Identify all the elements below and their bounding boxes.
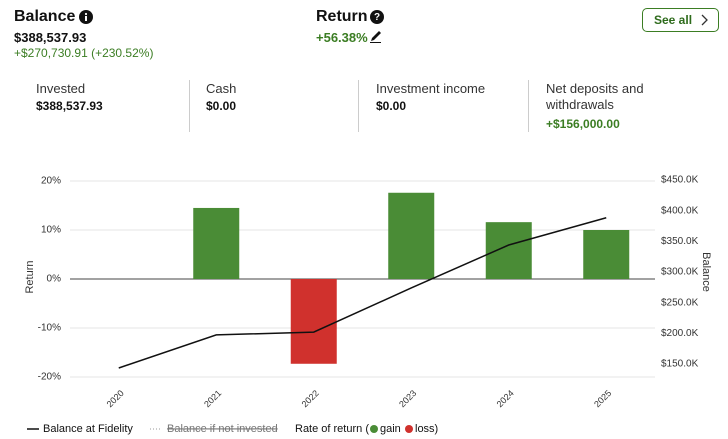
y2-axis-title: Balance [700, 252, 712, 292]
edit-icon[interactable] [369, 29, 383, 43]
bar [485, 222, 532, 279]
y2-tick-label: $400.0K [661, 205, 699, 216]
return-value: +56.38% [316, 30, 368, 45]
y-tick-label: -20% [38, 372, 61, 383]
stat-value: +$156,000.00 [546, 117, 620, 131]
x-tick-label: 2020 [105, 388, 126, 409]
stat-value: $0.00 [206, 99, 237, 113]
see-all-button[interactable]: See all [642, 8, 719, 32]
stat-label: Net deposits and withdrawals [546, 81, 644, 112]
legend-label: Rate of return ( [295, 423, 369, 435]
legend-loss-dot [405, 425, 413, 433]
bar [193, 207, 240, 279]
y-tick-label: -10% [38, 323, 61, 334]
y2-tick-label: $350.0K [661, 236, 699, 247]
divider [358, 80, 359, 132]
divider [528, 80, 529, 132]
chevron-icon[interactable] [699, 14, 709, 26]
legend-gain-dot [370, 425, 378, 433]
balance-line [118, 216, 607, 369]
stat-value: $0.00 [376, 99, 407, 113]
y-axis-title: Return [24, 260, 36, 293]
see-all-label[interactable]: See all [654, 13, 693, 27]
balance-title: Balance [14, 8, 76, 25]
x-tick-label: 2024 [495, 388, 516, 409]
y-tick-label: 10% [41, 225, 61, 236]
stat-label: Cash [206, 81, 237, 96]
help-icon[interactable]: ? [370, 10, 384, 24]
y-tick-label: 0% [47, 274, 62, 285]
svg-text:?: ? [374, 12, 380, 23]
y2-tick-label: $200.0K [661, 328, 699, 339]
divider [189, 80, 190, 132]
x-tick-label: 2023 [397, 388, 418, 409]
x-tick-label: 2025 [592, 388, 613, 409]
legend-label: gain [380, 423, 401, 435]
bar [583, 230, 630, 279]
return-title: Return [316, 8, 368, 25]
stat-label: Investment income [376, 81, 486, 96]
info-icon[interactable] [79, 10, 93, 24]
y2-tick-label: $300.0K [661, 267, 699, 278]
balance-change: +$270,730.91 (+230.52%) [14, 46, 154, 60]
x-tick-label: 2021 [202, 388, 223, 409]
balance-value: $388,537.93 [14, 30, 87, 45]
legend-label: loss) [415, 423, 438, 435]
y2-tick-label: $450.0K [661, 175, 699, 186]
y2-tick-label: $150.0K [661, 359, 699, 370]
legend-label[interactable]: Balance if not invested [167, 423, 278, 435]
stat-label: Invested [36, 81, 86, 96]
y2-tick-label: $250.0K [661, 297, 699, 308]
stat-value: $388,537.93 [36, 99, 103, 113]
legend-label: Balance at Fidelity [43, 423, 133, 435]
bar [290, 279, 337, 364]
bar [388, 192, 435, 279]
x-tick-label: 2022 [300, 388, 321, 409]
y-tick-label: 20% [41, 176, 61, 187]
